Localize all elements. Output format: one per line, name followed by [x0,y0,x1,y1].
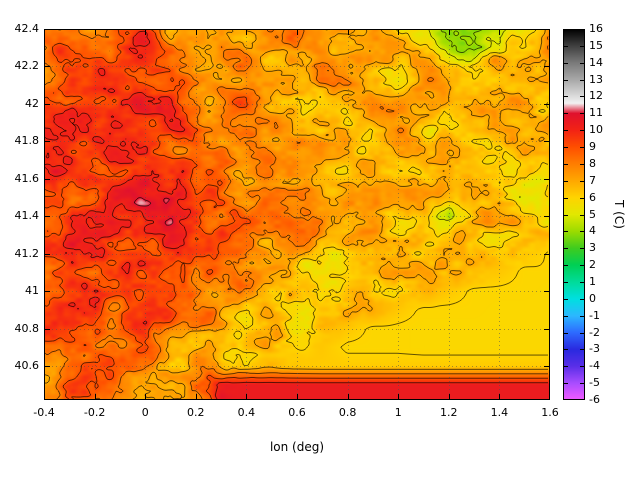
colorbar-tick-label: 15 [589,38,603,52]
x-tick-label: 1 [394,406,402,419]
y-tick-label: 41.2 [14,246,40,260]
x-axis-label: lon (deg) [269,440,325,454]
colorbar-tick-label: 8 [589,156,596,170]
x-tick-label: 0.4 [237,406,256,419]
colorbar-tick-label: -4 [589,359,600,373]
colorbar-tick-label: 3 [589,241,596,255]
x-tick-label: 1.4 [490,406,509,419]
colorbar-tick-label: 2 [589,258,596,272]
y-tick-label: 40.6 [14,359,40,373]
y-tick-label: 41.8 [14,134,40,148]
colorbar-tick-label: 0 [589,291,596,305]
y-tick-label: 41 [25,284,39,298]
colorbar-tick-label: 1 [589,274,596,288]
colorbar-tick-label: 5 [589,207,596,221]
x-tick-label: 1.6 [541,406,559,419]
colorbar-tick-label: 16 [589,22,603,35]
colorbar-tick-label: -5 [589,376,600,390]
x-tick-label: 0 [141,406,149,419]
colorbar-tick-label: 4 [589,224,596,238]
y-tick-label: 41.4 [14,209,40,223]
x-tick-label: 0.6 [288,406,306,419]
colorbar-tick-label: -1 [589,308,600,322]
colorbar-tick-label: 13 [589,72,603,86]
x-tick-label: -0.2 [83,406,106,419]
y-tick-label: 42.4 [14,22,40,35]
y-tick-label: 40.8 [14,321,40,335]
colorbar-tick-label: 7 [589,173,596,187]
colorbar-label: T (C) [612,200,626,229]
colorbar-canvas [563,29,585,400]
colorbar-tick-label: 14 [589,55,603,69]
colorbar-tick-label: -2 [589,325,600,339]
y-tick-label: 41.6 [14,171,40,185]
colorbar-tick-label: 11 [589,106,603,120]
colorbar-tick-label: 9 [589,140,596,154]
x-tick-label: 0.8 [338,406,357,419]
colorbar-tick-label: -3 [589,342,600,356]
colorbar-tick-label: 10 [589,123,603,137]
colorbar-tick-label: 12 [589,89,603,103]
y-tick-label: 42.2 [14,59,40,73]
heatmap-canvas [44,29,550,400]
y-tick-label: 42 [25,96,39,110]
x-tick-label: -0.4 [33,406,55,419]
colorbar-tick-label: 6 [589,190,596,204]
x-tick-label: 1.2 [440,406,458,419]
x-tick-label: 0.2 [187,406,205,419]
colorbar-tick-label: -6 [589,393,600,406]
